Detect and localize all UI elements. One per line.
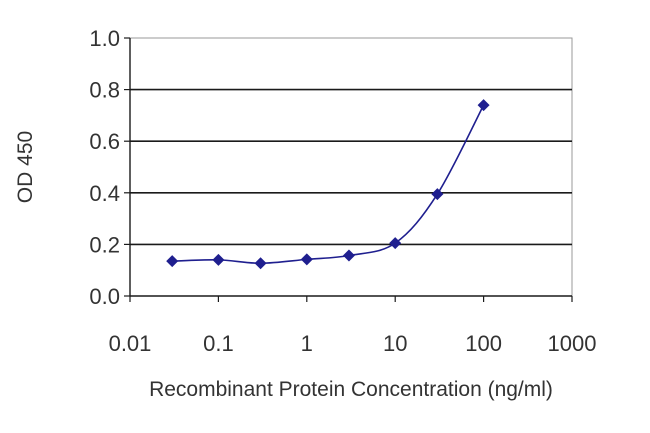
y-tick-labels: 0.0 0.2 0.4 0.6 0.8 1.0 <box>89 26 120 309</box>
y-axis-title: OD 450 <box>14 131 37 203</box>
data-series <box>166 99 490 270</box>
data-point-marker <box>342 249 355 262</box>
grid-lines <box>130 88 572 246</box>
x-tick-label: 1 <box>301 331 313 356</box>
x-tick-label: 10 <box>383 331 407 356</box>
data-point-marker <box>389 237 402 250</box>
y-tick-label: 0.8 <box>89 78 120 103</box>
y-tick-label: 0.0 <box>89 284 120 309</box>
y-tick-label: 1.0 <box>89 26 120 51</box>
y-tick-label: 0.4 <box>89 181 120 206</box>
x-tick-label: 100 <box>465 331 502 356</box>
data-point-marker <box>254 257 267 270</box>
x-tick-label: 0.01 <box>109 331 152 356</box>
data-point-marker <box>212 253 225 266</box>
y-tick-label: 0.2 <box>89 232 120 257</box>
x-tick-label: 1000 <box>548 331 597 356</box>
data-point-marker <box>431 188 444 201</box>
x-axis-title: Recombinant Protein Concentration (ng/ml… <box>149 378 553 401</box>
x-tick-labels: 0.01 0.1 1 10 100 1000 <box>109 331 597 356</box>
y-tick-label: 0.6 <box>89 129 120 154</box>
data-point-marker <box>166 255 179 268</box>
data-point-marker <box>300 253 313 266</box>
x-tick-label: 0.1 <box>203 331 234 356</box>
axes <box>124 37 573 302</box>
data-point-marker <box>477 99 490 112</box>
